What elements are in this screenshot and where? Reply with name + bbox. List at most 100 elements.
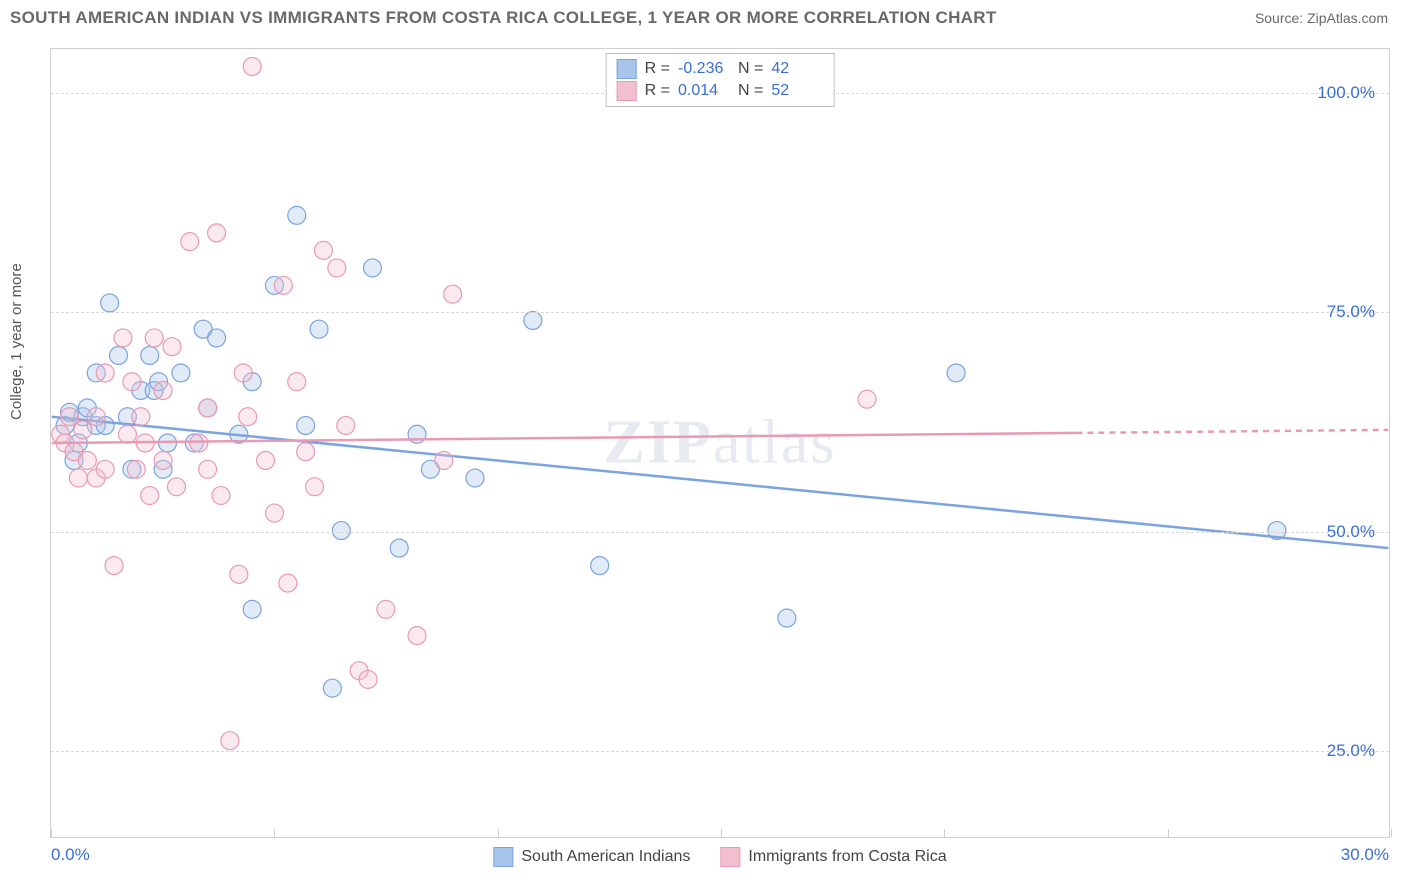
scatter-point (87, 408, 105, 426)
scatter-point (110, 346, 128, 364)
legend-swatch (493, 847, 513, 867)
scatter-point (61, 408, 79, 426)
scatter-point (154, 381, 172, 399)
legend-n-label: N = (738, 82, 763, 100)
scatter-point (591, 557, 609, 575)
scatter-point (947, 364, 965, 382)
scatter-point (221, 732, 239, 750)
scatter-point (274, 276, 292, 294)
x-tick-mark (721, 829, 722, 837)
regression-line-extrapolated (1076, 430, 1388, 433)
scatter-point (132, 408, 150, 426)
legend-n-value: 42 (771, 60, 823, 78)
scatter-point (96, 364, 114, 382)
series-legend: South American Indians Immigrants from Co… (493, 847, 946, 867)
legend-series-label: Immigrants from Costa Rica (748, 848, 946, 866)
legend-swatch (617, 59, 637, 79)
chart-title: SOUTH AMERICAN INDIAN VS IMMIGRANTS FROM… (10, 8, 997, 28)
scatter-point (288, 206, 306, 224)
scatter-point (141, 487, 159, 505)
scatter-point (74, 421, 92, 439)
legend-r-label: R = (645, 82, 670, 100)
scatter-point (154, 452, 172, 470)
x-tick-label: 0.0% (51, 845, 90, 865)
scatter-point (257, 452, 275, 470)
scatter-point (105, 557, 123, 575)
gridline (51, 751, 1389, 752)
scatter-point (435, 452, 453, 470)
scatter-point (314, 241, 332, 259)
scatter-point (364, 259, 382, 277)
legend-correlation-row: R =0.014N =52 (617, 80, 824, 102)
legend-series-item: South American Indians (493, 847, 690, 867)
scatter-point (190, 434, 208, 452)
scatter-point (390, 539, 408, 557)
scatter-point (328, 259, 346, 277)
scatter-point (101, 294, 119, 312)
legend-series-label: South American Indians (521, 848, 690, 866)
legend-r-label: R = (645, 60, 670, 78)
scatter-point (167, 478, 185, 496)
scatter-point (310, 320, 328, 338)
scatter-point (118, 425, 136, 443)
scatter-point (297, 417, 315, 435)
legend-r-value: -0.236 (678, 60, 730, 78)
scatter-point (234, 364, 252, 382)
y-tick-label: 50.0% (1327, 522, 1375, 542)
scatter-point (377, 600, 395, 618)
scatter-point (524, 311, 542, 329)
scatter-point (337, 417, 355, 435)
scatter-point (199, 460, 217, 478)
x-tick-mark (51, 829, 52, 837)
gridline (51, 532, 1389, 533)
scatter-point (466, 469, 484, 487)
scatter-point (208, 329, 226, 347)
scatter-point (288, 373, 306, 391)
legend-n-value: 52 (771, 82, 823, 100)
scatter-point (208, 224, 226, 242)
legend-correlation-row: R = -0.236 N = 42 (617, 58, 824, 80)
scatter-plot-svg (51, 49, 1389, 837)
scatter-point (239, 408, 257, 426)
scatter-point (332, 522, 350, 540)
y-axis-label: College, 1 year or more (8, 263, 25, 420)
y-tick-label: 25.0% (1327, 741, 1375, 761)
x-tick-label: 30.0% (1341, 845, 1389, 865)
scatter-point (127, 460, 145, 478)
scatter-point (172, 364, 190, 382)
scatter-point (297, 443, 315, 461)
y-tick-label: 75.0% (1327, 302, 1375, 322)
x-tick-mark (274, 829, 275, 837)
legend-n-label: N = (738, 60, 763, 78)
scatter-point (212, 487, 230, 505)
source-label: Source: ZipAtlas.com (1255, 10, 1388, 26)
scatter-point (145, 329, 163, 347)
scatter-point (69, 469, 87, 487)
scatter-point (199, 399, 217, 417)
scatter-point (265, 504, 283, 522)
scatter-point (181, 233, 199, 251)
correlation-legend: R =-0.236N =42R =0.014N =52 (606, 53, 835, 107)
x-tick-mark (1391, 829, 1392, 837)
gridline (51, 312, 1389, 313)
scatter-point (114, 329, 132, 347)
legend-series-item: Immigrants from Costa Rica (720, 847, 946, 867)
scatter-point (306, 478, 324, 496)
scatter-point (359, 670, 377, 688)
scatter-point (78, 452, 96, 470)
scatter-point (408, 627, 426, 645)
x-tick-mark (944, 829, 945, 837)
x-tick-mark (498, 829, 499, 837)
scatter-point (163, 338, 181, 356)
scatter-point (444, 285, 462, 303)
scatter-point (778, 609, 796, 627)
scatter-point (141, 346, 159, 364)
scatter-point (96, 460, 114, 478)
legend-swatch (617, 81, 637, 101)
legend-swatch (720, 847, 740, 867)
scatter-point (243, 600, 261, 618)
scatter-point (279, 574, 297, 592)
scatter-point (858, 390, 876, 408)
scatter-point (230, 565, 248, 583)
scatter-point (243, 58, 261, 76)
